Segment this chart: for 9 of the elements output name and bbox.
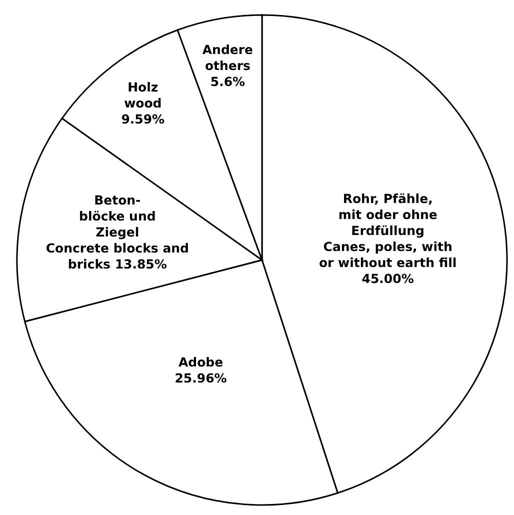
slice-label: Beton- blöcke und Ziegel Concrete blocks and bricks 13.85% <box>46 192 189 272</box>
data-label: 9.59% <box>121 112 166 127</box>
slice-label: Holz wood <box>124 80 162 111</box>
slice-label: Rohr, Pfähle, mit oder ohne Erdfüllung Canes, poles, with or without earth fill <box>318 191 457 270</box>
data-label: 25.96% <box>174 371 228 386</box>
slice-label: Adobe <box>178 355 224 370</box>
data-label: 5.6% <box>210 74 246 90</box>
slice-label: Andere others <box>202 42 254 74</box>
data-label: 45.00% <box>362 271 414 286</box>
